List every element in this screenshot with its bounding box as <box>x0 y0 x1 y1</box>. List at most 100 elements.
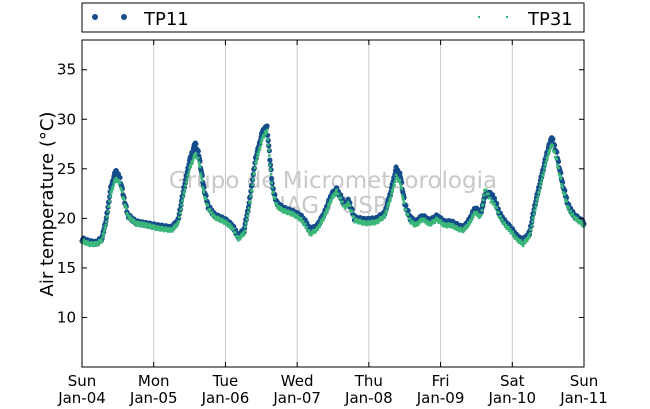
tp31-point <box>481 203 485 207</box>
tp31-point <box>160 225 164 229</box>
tp31-point <box>536 198 539 202</box>
tp31-point <box>277 205 281 208</box>
tp31-point <box>479 213 483 217</box>
tp31-point <box>469 220 473 224</box>
tp31-point <box>540 177 544 181</box>
tp31-point <box>538 187 542 191</box>
tp31-point <box>257 150 261 153</box>
tp31-point <box>364 220 368 224</box>
tp31-point <box>548 150 551 154</box>
tp11-point <box>269 175 275 182</box>
tp31-point <box>540 181 543 184</box>
tp31-point <box>305 225 309 229</box>
tp31-point <box>253 166 257 170</box>
tp31-point <box>299 217 303 220</box>
tp31-point <box>326 207 330 211</box>
tp31-point <box>333 194 337 198</box>
tp31-point <box>435 216 438 220</box>
tp31-point <box>402 199 405 202</box>
tp31-point <box>84 240 87 243</box>
vertical-grid <box>153 40 513 367</box>
tp31-point <box>491 199 494 203</box>
tp31-point <box>247 206 251 210</box>
tp31-point <box>199 174 203 178</box>
tp31-point <box>90 241 93 244</box>
tp31-point <box>544 160 548 163</box>
tp31-point <box>247 210 250 214</box>
tp31-point <box>459 226 463 230</box>
tp31-point <box>393 183 396 187</box>
tp31-point <box>142 222 146 225</box>
tp31-point <box>108 195 112 198</box>
tp31-point <box>385 211 388 215</box>
tp31-point <box>234 231 237 234</box>
x-tick-date-4: Jan-08 <box>344 389 393 407</box>
tp31-point <box>301 219 305 223</box>
tp31-point <box>220 217 224 221</box>
tp31-point <box>559 177 563 180</box>
tp31-point <box>335 188 338 192</box>
tp31-point <box>412 221 416 225</box>
tp31-point <box>549 144 552 148</box>
tp31-point <box>265 130 268 134</box>
tp31-point <box>466 224 469 228</box>
tp31-point <box>126 213 130 217</box>
tp31-point <box>260 139 264 142</box>
tp31-point <box>310 232 314 235</box>
x-tick-date-0: Jan-04 <box>57 389 106 407</box>
tp31-point <box>547 152 550 155</box>
tp31-point <box>579 219 583 223</box>
tp31-point <box>96 242 100 245</box>
tp31-point <box>262 136 266 139</box>
tp31-point <box>152 224 156 227</box>
tp31-point <box>102 233 105 236</box>
tp31-point <box>264 132 268 136</box>
tp31-point <box>210 210 214 214</box>
tp31-point <box>249 194 253 198</box>
tp31-point <box>113 178 116 182</box>
tp31-point <box>530 224 534 227</box>
tp31-point <box>111 187 115 191</box>
tp31-point <box>100 241 103 244</box>
tp31-point <box>114 176 118 180</box>
tp31-point <box>539 184 542 187</box>
tp31-point <box>358 218 362 222</box>
tp31-point <box>312 231 315 235</box>
tp31-point <box>218 217 222 220</box>
tp31-point <box>222 219 226 222</box>
tp31-point <box>381 218 384 222</box>
tp31-point <box>285 209 289 213</box>
legend-marker-tp11 <box>92 14 127 20</box>
tp31-point <box>187 174 190 177</box>
tp31-point <box>128 215 132 218</box>
tp31-point <box>100 239 104 243</box>
tp31-point <box>542 170 546 174</box>
tp31-point <box>385 208 389 212</box>
tp31-point <box>111 186 114 189</box>
tp31-point <box>555 157 559 161</box>
tp31-point <box>181 199 184 203</box>
tp31-point <box>226 221 229 225</box>
tp31-point <box>191 159 195 162</box>
x-tick-day-2: Tue <box>212 372 239 390</box>
tp31-point <box>429 224 433 227</box>
tp31-point <box>532 212 536 216</box>
tp31-point <box>177 216 181 219</box>
tp31-point <box>430 222 433 226</box>
legend-marker-tp31-dot-2 <box>506 16 508 18</box>
tp31-point <box>565 200 568 203</box>
tp31-point <box>238 237 242 241</box>
tp31-point <box>529 228 533 231</box>
y-tick-label-4: 30 <box>57 110 76 128</box>
tp31-point <box>259 144 262 148</box>
tp31-point <box>228 222 232 226</box>
tp31-point <box>279 206 283 209</box>
tp31-point <box>337 192 340 196</box>
x-tick-day-0: Sun <box>68 372 97 390</box>
tp31-point <box>171 228 175 231</box>
tp31-point <box>118 181 122 184</box>
tp31-point <box>352 216 356 219</box>
tp31-point <box>477 212 480 216</box>
tp31-point <box>91 241 95 245</box>
series-tp31 <box>80 128 586 248</box>
